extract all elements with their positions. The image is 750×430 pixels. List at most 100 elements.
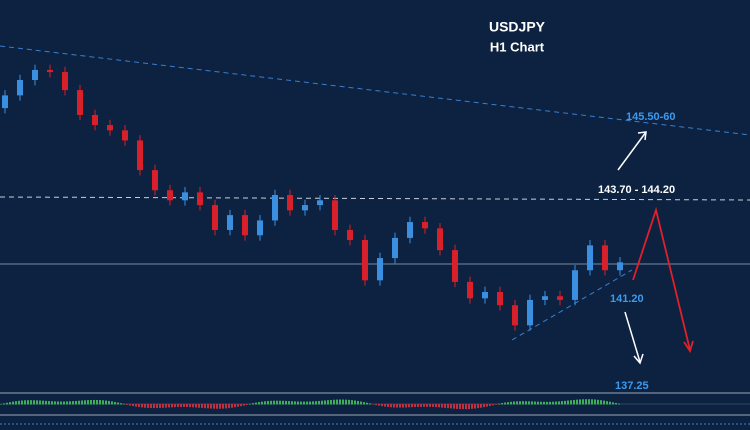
oscillator-bar: [540, 401, 542, 405]
oscillator-bar: [174, 404, 176, 408]
oscillator-bar: [303, 401, 305, 405]
candle-body: [92, 114, 98, 126]
oscillator-bar: [498, 403, 500, 405]
candle-body: [107, 125, 113, 131]
oscillator-bar: [306, 401, 308, 405]
candle-body: [2, 95, 8, 109]
oscillator-bar: [342, 399, 344, 405]
oscillator-bar: [156, 404, 158, 409]
oscillator-bar: [99, 400, 101, 405]
candle-body: [272, 195, 278, 221]
oscillator-bar: [405, 404, 407, 408]
oscillator-bar: [579, 399, 581, 405]
candle-body: [557, 296, 563, 300]
arrow: [624, 311, 641, 363]
oscillator-bar: [81, 400, 83, 405]
candle-body: [137, 140, 143, 171]
candle-body: [302, 205, 308, 211]
oscillator-bar: [516, 401, 518, 405]
candle-body: [62, 72, 68, 91]
oscillator-bar: [288, 401, 290, 405]
resistance-line: [0, 196, 750, 201]
oscillator-bar: [129, 404, 131, 406]
oscillator-bar: [66, 401, 68, 405]
oscillator-bar: [444, 404, 446, 408]
oscillator-bar: [321, 400, 323, 405]
oscillator-bar: [237, 404, 239, 407]
oscillator-bar: [108, 400, 110, 405]
oscillator-bar: [348, 399, 350, 405]
oscillator-bar: [507, 402, 509, 405]
oscillator-bar: [219, 404, 221, 409]
candle-body: [542, 296, 548, 300]
oscillator-bar: [243, 404, 245, 406]
oscillator-bar: [222, 404, 224, 409]
candle-body: [212, 205, 218, 230]
oscillator-bar: [42, 400, 44, 405]
oscillator-bar: [531, 401, 533, 405]
candle-body: [287, 195, 293, 211]
annotation: 145.50-60: [626, 111, 676, 123]
oscillator-bar: [378, 404, 380, 406]
oscillator-bar: [522, 401, 524, 405]
candle-body: [407, 222, 413, 238]
candle-body: [242, 215, 248, 236]
oscillator-bar: [132, 404, 134, 407]
oscillator-bar: [489, 404, 491, 406]
oscillator-bar: [111, 401, 113, 405]
candle-body: [617, 262, 623, 271]
oscillator-bar: [45, 400, 47, 405]
annotation: 143.70 - 144.20: [598, 184, 675, 196]
oscillator-bar: [51, 401, 53, 405]
oscillator-bar: [423, 404, 425, 407]
oscillator-bar: [54, 401, 56, 405]
oscillator-bar: [474, 404, 476, 409]
oscillator-bar: [246, 404, 248, 405]
oscillator-bar: [447, 404, 449, 409]
oscillator-bar: [183, 404, 185, 407]
oscillator-bar: [117, 402, 119, 405]
oscillator-bar: [429, 404, 431, 407]
oscillator-bar: [504, 402, 506, 405]
chart-subtitle: H1 Chart: [490, 39, 545, 54]
oscillator-bar: [495, 404, 497, 405]
candle-body: [77, 90, 83, 115]
oscillator-bar: [48, 401, 50, 405]
annotation: 137.25: [615, 380, 649, 392]
oscillator-bar: [360, 401, 362, 405]
candle-body: [377, 258, 383, 281]
arrow-head: [633, 353, 644, 365]
oscillator-bar: [264, 401, 266, 405]
oscillator-bar: [477, 404, 479, 409]
oscillator-bar: [255, 402, 257, 405]
oscillator-bar: [465, 404, 467, 410]
oscillator-bar: [372, 404, 374, 405]
candle-body: [497, 291, 503, 306]
oscillator-bar: [105, 400, 107, 405]
oscillator-bar: [336, 399, 338, 405]
oscillator-bar: [27, 400, 29, 405]
oscillator-bar: [75, 400, 77, 405]
oscillator-bar: [606, 401, 608, 405]
arrow-head: [637, 131, 647, 141]
candle-body: [587, 245, 593, 271]
oscillator-bar: [585, 399, 587, 405]
oscillator-bar: [363, 402, 365, 405]
oscillator-bar: [603, 400, 605, 405]
oscillator-bar: [12, 401, 14, 405]
oscillator-bar: [324, 400, 326, 405]
oscillator-bar: [462, 404, 464, 410]
oscillator-bar: [426, 404, 428, 407]
candle-body: [227, 215, 233, 230]
oscillator-bar: [534, 401, 536, 405]
oscillator-bar: [441, 404, 443, 408]
oscillator-bar: [195, 404, 197, 408]
candle-body: [527, 299, 533, 326]
oscillator-bar: [72, 401, 74, 405]
oscillator-bar: [201, 404, 203, 408]
candle-body: [32, 69, 38, 81]
oscillator-bar: [312, 401, 314, 405]
oscillator-bar: [180, 404, 182, 407]
oscillator-bar: [162, 404, 164, 408]
oscillator-bar: [30, 400, 32, 405]
